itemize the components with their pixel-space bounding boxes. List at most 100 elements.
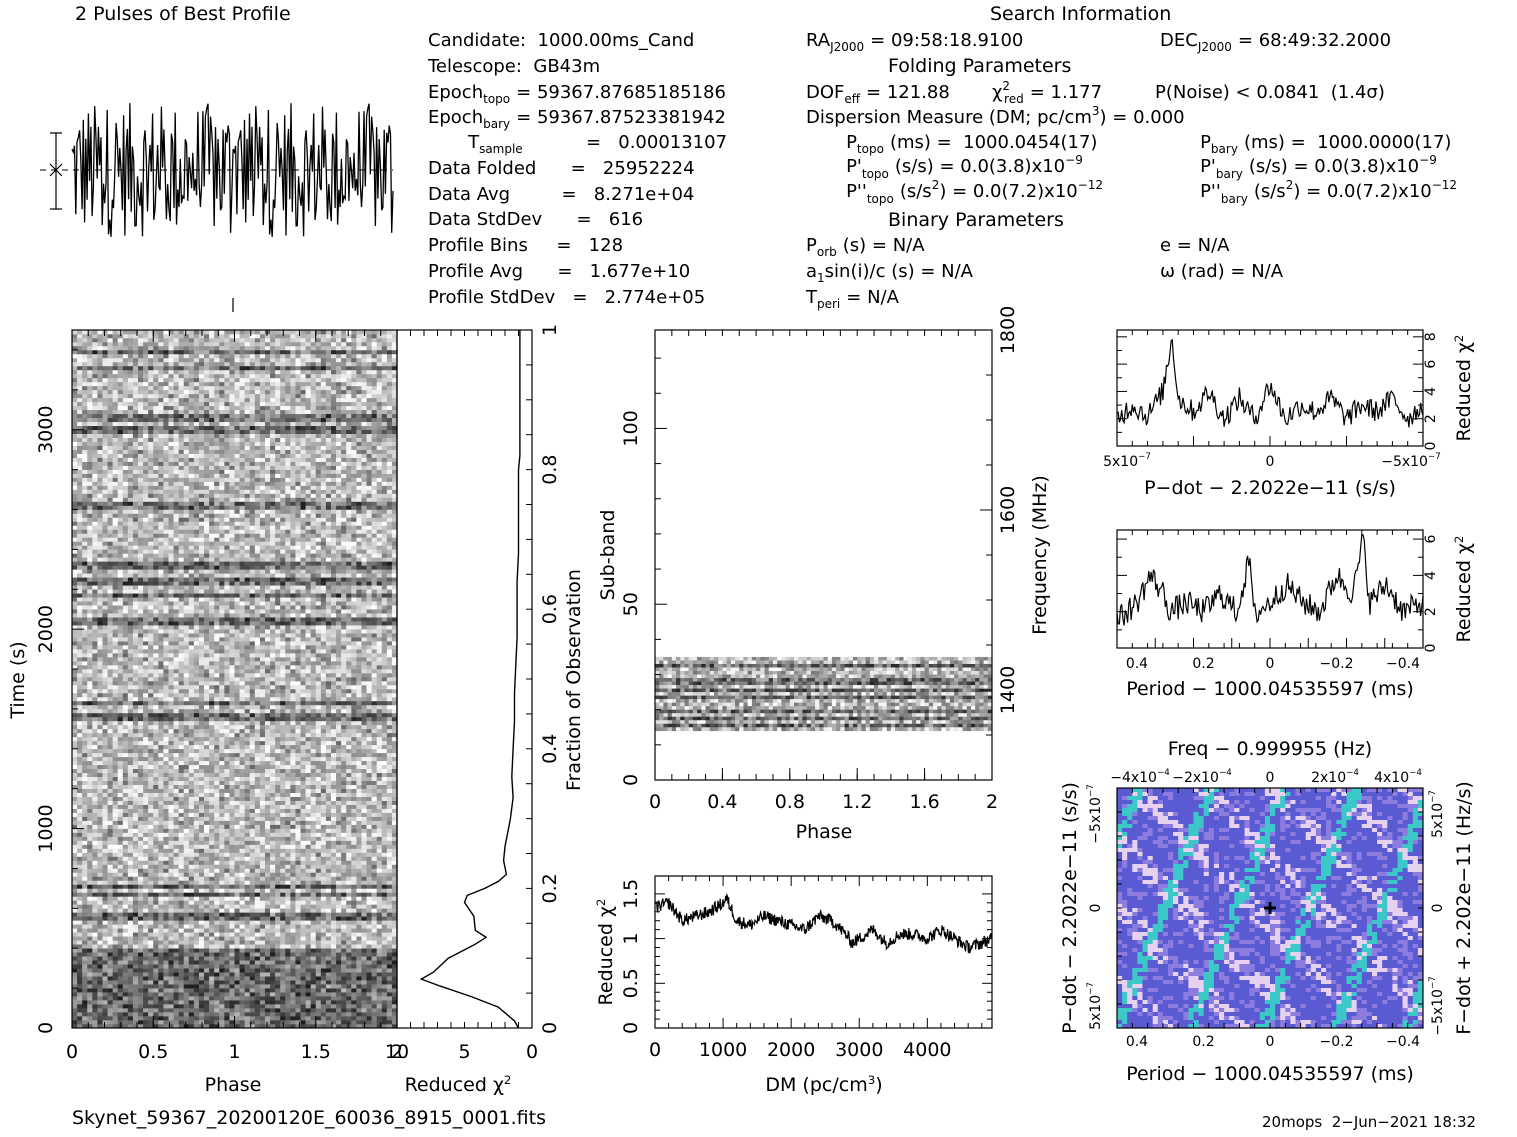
time-phase-cell — [229, 864, 234, 868]
time-phase-cell — [194, 789, 199, 793]
time-phase-cell — [301, 773, 306, 777]
time-phase-cell — [245, 952, 250, 956]
time-phase-cell — [168, 729, 173, 733]
time-phase-cell — [356, 944, 361, 948]
time-phase-cell — [387, 733, 392, 737]
time-phase-cell — [377, 968, 382, 972]
time-phase-cell — [265, 801, 270, 805]
time-phase-cell — [260, 956, 265, 960]
time-phase-cell — [102, 972, 107, 976]
time-phase-cell — [351, 856, 356, 860]
time-phase-cell — [285, 948, 290, 952]
time-phase-cell — [387, 892, 392, 896]
time-phase-cell — [214, 928, 219, 932]
time-phase-cell — [168, 785, 173, 789]
time-phase-cell — [260, 833, 265, 837]
time-phase-cell — [382, 765, 387, 769]
time-phase-cell — [331, 896, 336, 900]
time-phase-cell — [290, 809, 295, 813]
time-phase-cell — [118, 972, 123, 976]
time-phase-cell — [199, 1004, 204, 1008]
time-phase-cell — [351, 964, 356, 968]
time-phase-cell — [174, 797, 179, 801]
time-phase-cell — [189, 805, 194, 809]
time-phase-cell — [311, 900, 316, 904]
time-phase-cell — [189, 825, 194, 829]
time-phase-cell — [194, 956, 199, 960]
time-phase-cell — [138, 948, 143, 952]
time-phase-cell — [285, 789, 290, 793]
time-phase-cell — [341, 821, 346, 825]
time-phase-cell — [331, 1008, 336, 1012]
time-phase-cell — [346, 952, 351, 956]
time-phase-cell — [240, 968, 245, 972]
time-phase-cell — [275, 892, 280, 896]
time-phase-cell — [77, 833, 82, 837]
time-phase-cell — [377, 785, 382, 789]
time-phase-cell — [108, 801, 113, 805]
time-phase-cell — [174, 1020, 179, 1024]
time-phase-cell — [387, 813, 392, 817]
time-phase-cell — [174, 741, 179, 745]
time-phase-cell — [285, 996, 290, 1000]
time-phase-cell — [219, 984, 224, 988]
time-phase-cell — [301, 964, 306, 968]
time-phase-cell — [189, 964, 194, 968]
time-phase-cell — [316, 753, 321, 757]
time-phase-cell — [301, 972, 306, 976]
time-phase-cell — [306, 968, 311, 972]
time-phase-cell — [184, 729, 189, 733]
time-phase-cell — [209, 797, 214, 801]
time-phase-cell — [118, 849, 123, 853]
time-phase-cell — [153, 952, 158, 956]
time-phase-cell — [108, 896, 113, 900]
time-phase-cell — [108, 733, 113, 737]
time-phase-cell — [92, 944, 97, 948]
time-phase-cell — [174, 745, 179, 749]
time-phase-cell — [143, 729, 148, 733]
time-phase-cell — [316, 928, 321, 932]
time-phase-cell — [265, 841, 270, 845]
time-phase-cell — [255, 1012, 260, 1016]
time-phase-cell — [163, 888, 168, 892]
data-avg-line: Data Avg = 8.271e+04 — [428, 184, 694, 205]
time-phase-cell — [260, 797, 265, 801]
time-phase-cell — [97, 1016, 102, 1020]
time-phase-cell — [377, 821, 382, 825]
time-phase-cell — [341, 932, 346, 936]
time-phase-cell — [189, 976, 194, 980]
time-phase-cell — [128, 833, 133, 837]
pdot-topo-value: (s/s) = 0.0(3.8)x10 — [895, 156, 1065, 177]
time-phase-cell — [92, 928, 97, 932]
time-phase-cell — [174, 896, 179, 900]
time-phase-cell — [326, 789, 331, 793]
time-phase-cell — [113, 817, 118, 821]
time-phase-cell — [204, 988, 209, 992]
time-phase-cell — [118, 968, 123, 972]
time-phase-cell — [102, 928, 107, 932]
time-phase-cell — [179, 753, 184, 757]
time-phase-cell — [158, 976, 163, 980]
time-phase-cell — [372, 980, 377, 984]
time-phase-cell — [311, 849, 316, 853]
time-phase-cell — [97, 1012, 102, 1016]
time-phase-cell — [326, 817, 331, 821]
time-phase-cell — [97, 833, 102, 837]
time-phase-cell — [387, 833, 392, 837]
time-phase-cell — [72, 952, 77, 956]
time-phase-cell — [128, 829, 133, 833]
time-phase-cell — [113, 793, 118, 797]
time-phase-cell — [285, 904, 290, 908]
time-phase-cell — [377, 872, 382, 876]
time-phase-cell — [356, 753, 361, 757]
time-phase-cell — [351, 916, 356, 920]
time-phase-cell — [387, 920, 392, 924]
time-phase-cell — [97, 968, 102, 972]
time-phase-cell — [113, 749, 118, 753]
time-phase-cell — [306, 900, 311, 904]
ptopo-label: P — [846, 132, 857, 153]
time-phase-cell — [108, 805, 113, 809]
time-phase-cell — [214, 725, 219, 729]
time-phase-cell — [128, 940, 133, 944]
time-phase-cell — [361, 853, 366, 857]
